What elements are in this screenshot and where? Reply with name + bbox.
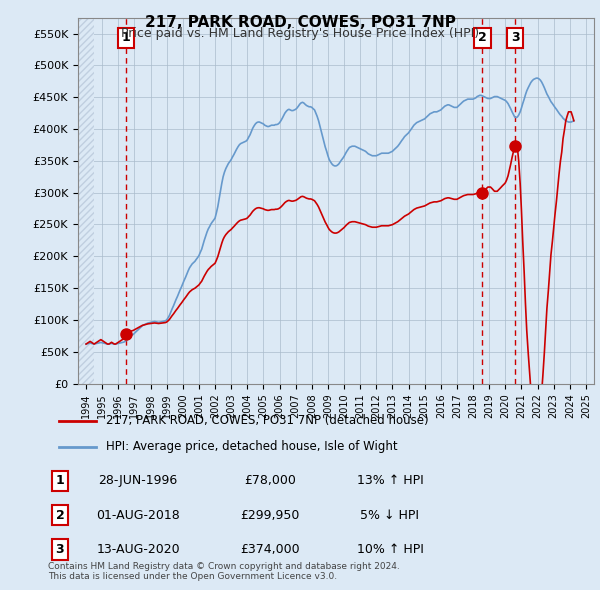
- Text: 2: 2: [56, 509, 64, 522]
- Text: 217, PARK ROAD, COWES, PO31 7NP: 217, PARK ROAD, COWES, PO31 7NP: [145, 15, 455, 30]
- Text: 1: 1: [56, 474, 64, 487]
- Text: HPI: Average price, detached house, Isle of Wight: HPI: Average price, detached house, Isle…: [106, 440, 398, 453]
- Text: £299,950: £299,950: [241, 509, 299, 522]
- Text: 1: 1: [122, 31, 131, 44]
- Text: 5% ↓ HPI: 5% ↓ HPI: [361, 509, 419, 522]
- Text: 3: 3: [511, 31, 520, 44]
- Text: 13% ↑ HPI: 13% ↑ HPI: [356, 474, 424, 487]
- Text: 01-AUG-2018: 01-AUG-2018: [96, 509, 180, 522]
- Text: 13-AUG-2020: 13-AUG-2020: [96, 543, 180, 556]
- Text: £374,000: £374,000: [240, 543, 300, 556]
- Text: Price paid vs. HM Land Registry's House Price Index (HPI): Price paid vs. HM Land Registry's House …: [121, 27, 479, 40]
- Text: 2: 2: [478, 31, 487, 44]
- Text: 3: 3: [56, 543, 64, 556]
- Text: 28-JUN-1996: 28-JUN-1996: [98, 474, 178, 487]
- Text: £78,000: £78,000: [244, 474, 296, 487]
- Text: 10% ↑ HPI: 10% ↑ HPI: [356, 543, 424, 556]
- Text: Contains HM Land Registry data © Crown copyright and database right 2024.
This d: Contains HM Land Registry data © Crown c…: [48, 562, 400, 581]
- Text: 217, PARK ROAD, COWES, PO31 7NP (detached house): 217, PARK ROAD, COWES, PO31 7NP (detache…: [106, 414, 429, 427]
